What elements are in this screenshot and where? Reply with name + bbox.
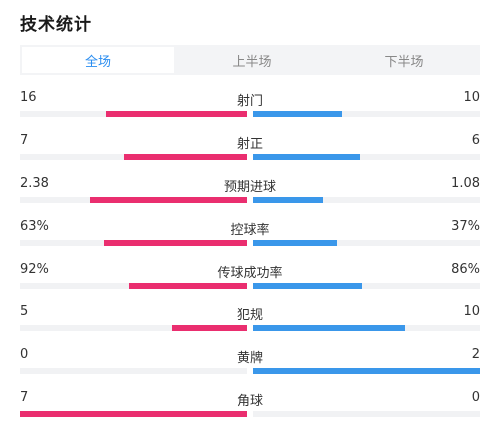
stat-label: 预期进球 bbox=[223, 179, 276, 195]
home-value: 7 bbox=[20, 132, 29, 148]
away-value: 2 bbox=[471, 347, 480, 363]
stat-row: 7 射正 6 bbox=[20, 127, 480, 170]
away-bar-track bbox=[253, 368, 480, 375]
home-value: 16 bbox=[20, 90, 37, 105]
home-bar bbox=[20, 411, 247, 418]
away-value: 10 bbox=[463, 90, 480, 105]
home-bar-track bbox=[20, 111, 247, 117]
home-bar-track bbox=[20, 368, 247, 375]
stat-label: 控球率 bbox=[230, 222, 270, 238]
home-bar bbox=[172, 325, 247, 332]
away-bar-track bbox=[253, 282, 480, 289]
away-bar bbox=[253, 368, 480, 375]
home-bar-track bbox=[20, 325, 247, 332]
stat-label: 射正 bbox=[236, 136, 263, 152]
away-bar-track bbox=[253, 153, 480, 160]
home-bar-track bbox=[20, 196, 247, 203]
away-value: 1.08 bbox=[451, 175, 480, 191]
home-bar-track bbox=[20, 153, 247, 160]
stat-row: 2.38 预期进球 1.08 bbox=[20, 170, 480, 213]
home-value: 92% bbox=[20, 261, 49, 277]
stat-label: 犯规 bbox=[236, 308, 263, 324]
stat-row: 92% 传球成功率 86% bbox=[20, 256, 480, 299]
home-bar bbox=[124, 153, 247, 160]
stat-label: 传球成功率 bbox=[217, 265, 283, 281]
stat-row: 0 黄牌 2 bbox=[20, 341, 480, 384]
home-bar bbox=[90, 196, 247, 203]
away-bar bbox=[253, 196, 324, 203]
tab-full-match[interactable]: 全场 bbox=[22, 47, 174, 73]
home-bar-track bbox=[20, 239, 247, 246]
stat-row: 5 犯规 10 bbox=[20, 298, 480, 341]
stat-label: 角球 bbox=[236, 394, 263, 410]
away-bar bbox=[253, 111, 342, 117]
home-bar bbox=[128, 282, 247, 289]
home-value: 7 bbox=[20, 390, 29, 406]
home-value: 5 bbox=[20, 304, 29, 320]
home-bar bbox=[106, 111, 247, 117]
away-bar-track bbox=[253, 111, 480, 117]
stat-label: 黄牌 bbox=[236, 351, 263, 367]
away-bar bbox=[253, 153, 360, 160]
stats-list: 16 射门 10 7 射正 6 2.38 预期进球 1.08 63% 控球率 37% 92% 传球成功率 8… bbox=[20, 84, 480, 427]
home-bar bbox=[104, 239, 247, 246]
tab-first-half[interactable]: 上半场 bbox=[232, 54, 272, 70]
away-bar bbox=[253, 325, 406, 332]
home-bar-track bbox=[20, 282, 247, 289]
away-bar bbox=[253, 239, 337, 246]
away-value: 10 bbox=[463, 304, 480, 320]
home-value: 2.38 bbox=[20, 175, 49, 191]
stat-row: 7 角球 0 bbox=[20, 384, 480, 427]
away-bar-track bbox=[253, 325, 480, 332]
tab-second-half[interactable]: 下半场 bbox=[384, 54, 424, 70]
home-value: 0 bbox=[20, 347, 29, 363]
away-value: 37% bbox=[451, 218, 480, 234]
home-value: 63% bbox=[20, 218, 49, 234]
away-value: 86% bbox=[451, 261, 480, 277]
away-value: 6 bbox=[471, 132, 480, 148]
stat-row: 16 射门 10 bbox=[20, 84, 480, 127]
away-bar bbox=[253, 282, 362, 289]
page-title: 技术统计 bbox=[20, 15, 92, 35]
away-bar-track bbox=[253, 411, 480, 418]
stat-row: 63% 控球率 37% bbox=[20, 213, 480, 256]
period-tabs: 全场 上半场 下半场 bbox=[20, 45, 480, 75]
stat-label: 射门 bbox=[236, 94, 263, 109]
away-value: 0 bbox=[471, 390, 480, 406]
away-bar-track bbox=[253, 196, 480, 203]
away-bar-track bbox=[253, 239, 480, 246]
home-bar-track bbox=[20, 411, 247, 418]
